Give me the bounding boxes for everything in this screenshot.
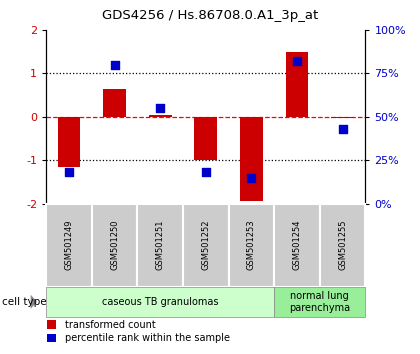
Bar bbox=[47, 334, 56, 342]
Bar bbox=[46, 204, 92, 287]
Bar bbox=[183, 204, 228, 287]
Bar bbox=[320, 204, 365, 287]
Bar bbox=[286, 52, 308, 117]
Bar bbox=[103, 88, 126, 117]
Bar bbox=[47, 320, 56, 329]
Point bbox=[111, 62, 118, 68]
Bar bbox=[58, 117, 80, 167]
Bar bbox=[137, 204, 183, 287]
Bar bbox=[92, 204, 137, 287]
Text: GSM501250: GSM501250 bbox=[110, 220, 119, 270]
Text: GSM501255: GSM501255 bbox=[338, 220, 347, 270]
Bar bbox=[194, 117, 217, 160]
Text: transformed count: transformed count bbox=[65, 320, 156, 330]
Text: GDS4256 / Hs.86708.0.A1_3p_at: GDS4256 / Hs.86708.0.A1_3p_at bbox=[102, 9, 318, 22]
Point bbox=[66, 170, 72, 175]
Text: percentile rank within the sample: percentile rank within the sample bbox=[65, 333, 230, 343]
Bar bbox=[228, 204, 274, 287]
Bar bbox=[274, 204, 320, 287]
Polygon shape bbox=[31, 295, 37, 309]
Text: GSM501252: GSM501252 bbox=[201, 220, 210, 270]
Text: cell type: cell type bbox=[2, 297, 47, 307]
Text: GSM501253: GSM501253 bbox=[247, 220, 256, 270]
Point bbox=[157, 105, 163, 111]
Point bbox=[339, 126, 346, 132]
Text: GSM501254: GSM501254 bbox=[292, 220, 302, 270]
Text: normal lung
parenchyma: normal lung parenchyma bbox=[289, 291, 350, 313]
Bar bbox=[149, 115, 172, 117]
Point bbox=[202, 170, 209, 175]
Point bbox=[294, 58, 300, 64]
Text: GSM501251: GSM501251 bbox=[156, 220, 165, 270]
Bar bbox=[331, 117, 354, 118]
Point bbox=[248, 175, 255, 181]
Bar bbox=[46, 287, 274, 317]
Text: caseous TB granulomas: caseous TB granulomas bbox=[102, 297, 218, 307]
Bar bbox=[240, 117, 263, 201]
Text: GSM501249: GSM501249 bbox=[65, 220, 73, 270]
Bar bbox=[274, 287, 365, 317]
